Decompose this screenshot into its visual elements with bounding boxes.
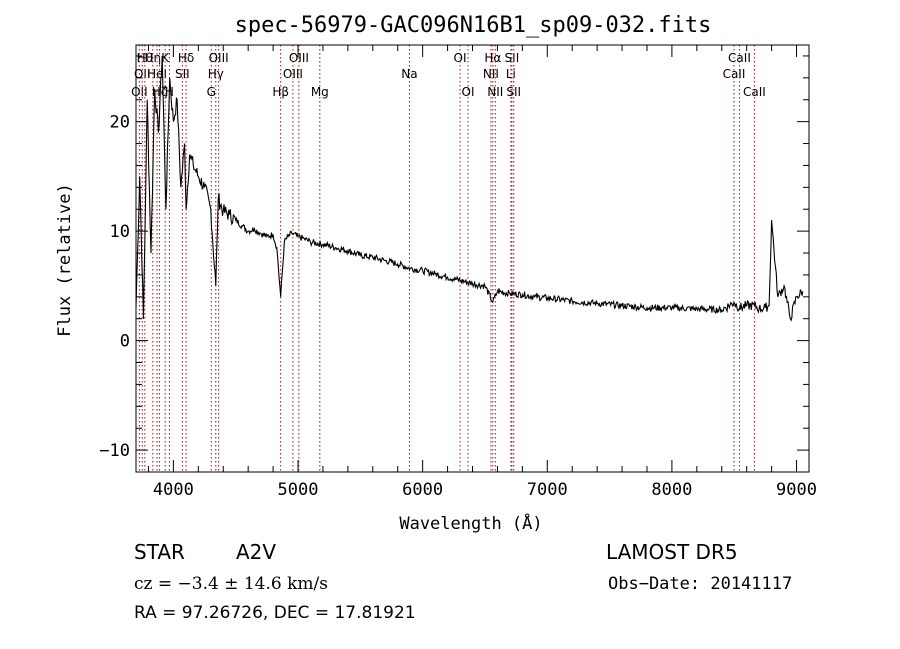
spectral-line-label: SII — [506, 85, 521, 99]
x-tick-label: 8000 — [651, 480, 692, 500]
spectral-line-label: OII — [131, 85, 148, 99]
y-tick-label: 20 — [110, 113, 130, 133]
ra-dec: RA = 97.26726, DEC = 17.81921 — [134, 603, 416, 623]
y-axis-label: Flux (relative) — [55, 183, 75, 337]
spectral-line-label: OIII — [283, 67, 303, 81]
line-markers: OIIOIIHθHηHeIHζKHSIIHδGHγOIIIHβOIIIOIIIM… — [131, 45, 766, 472]
spectral-line-label: Hα — [484, 51, 501, 65]
spectral-line-label: HeI — [147, 67, 167, 81]
observation-date: Obs−Date: 20141117 — [608, 574, 793, 594]
spectral-line-label: Hθ — [137, 51, 153, 65]
plot-frame — [135, 44, 810, 473]
spectral-line-label: CaII — [723, 67, 746, 81]
x-tick-label: 7000 — [527, 480, 568, 500]
spectral-line-label: OI — [454, 51, 467, 65]
spectral-line-label: G — [207, 85, 216, 99]
chart-title: spec-56979-GAC096N16B1_sp09-032.fits — [235, 13, 712, 38]
spectrum-line — [135, 55, 804, 322]
spectral-line-label: Hγ — [208, 67, 224, 81]
y-tick-label: −10 — [99, 441, 130, 461]
spectral-line-label: Mg — [311, 85, 329, 99]
axis-ticks: 4000 5000 6000 7000 8000 9000 −10 0 10 20 — [99, 45, 817, 500]
spectral-line-label: CaII — [728, 51, 751, 65]
spectral-line-label: K — [161, 51, 170, 65]
spectral-line-label: NII — [487, 85, 503, 99]
spectral-line-label: Hβ — [272, 85, 289, 99]
spectral-line-label: OI — [462, 85, 475, 99]
object-subclass: A2V — [236, 540, 277, 564]
object-class: STAR — [134, 540, 185, 564]
spectral-line-label: Na — [401, 67, 417, 81]
spectral-line-label: SII — [505, 51, 520, 65]
spectral-line-label: OIII — [209, 51, 229, 65]
redshift-cz: cz = −3.4 ± 14.6 km/s — [134, 574, 328, 594]
x-tick-label: 5000 — [278, 480, 319, 500]
x-tick-label: 6000 — [402, 480, 443, 500]
y-tick-label: 10 — [110, 222, 130, 242]
survey-name: LAMOST DR5 — [606, 540, 738, 564]
spectral-line-label: NII — [483, 67, 499, 81]
spectral-line-label: Hη — [145, 51, 162, 65]
spectral-line-label: SII — [175, 67, 190, 81]
spectral-line-label: Hδ — [178, 51, 194, 65]
spectral-line-label: Li — [506, 67, 516, 81]
spectral-line-label: CaII — [743, 85, 766, 99]
x-tick-label: 9000 — [776, 480, 817, 500]
y-tick-label: 0 — [120, 332, 130, 352]
spectral-line-label: OIII — [289, 51, 309, 65]
x-tick-label: 4000 — [153, 480, 194, 500]
x-axis-label: Wavelength (Å) — [399, 512, 542, 534]
